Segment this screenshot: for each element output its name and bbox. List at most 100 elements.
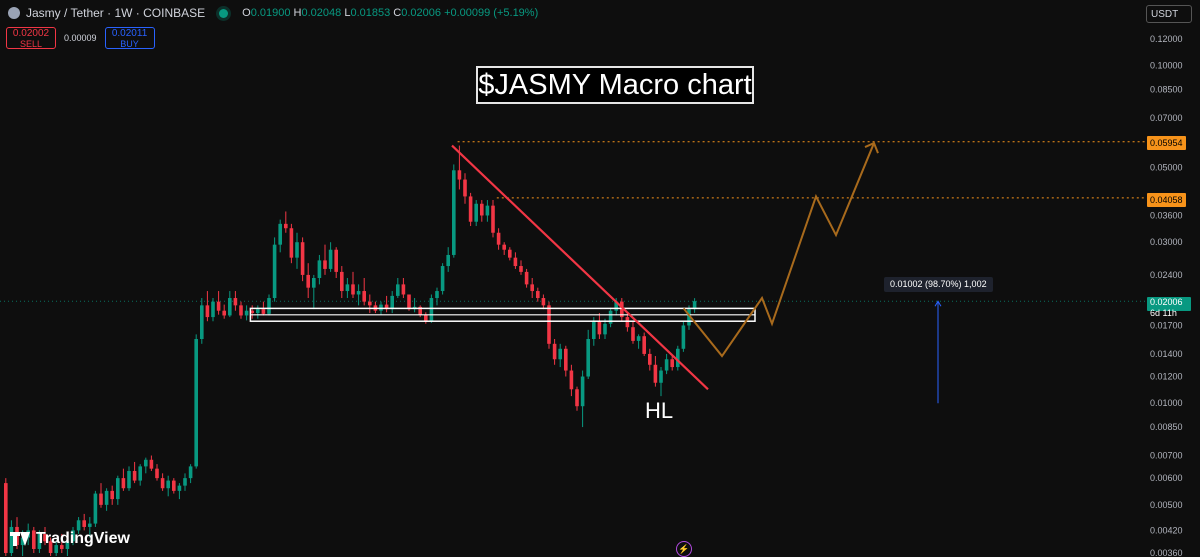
candle-body [608, 310, 613, 324]
sell-button[interactable]: 0.02002 SELL [6, 27, 56, 49]
candle-body [104, 490, 109, 505]
candle-body [401, 284, 406, 295]
candle-body [435, 291, 439, 299]
candle-body [597, 321, 602, 335]
candle-body [552, 343, 557, 360]
candle-body [687, 309, 691, 326]
jasmy-coin-icon [8, 7, 20, 19]
symbol-title[interactable]: Jasmy / Tether · 1W · COINBASE [26, 6, 206, 20]
candle-body [485, 205, 490, 216]
candle-body [244, 310, 249, 316]
candle-body [272, 244, 277, 299]
candle-body [384, 304, 389, 310]
candle-body [614, 301, 618, 311]
currency-value: USDT [1151, 9, 1179, 20]
y-tick-label: 0.12000 [1150, 34, 1183, 44]
y-tick-label: 0.00850 [1150, 422, 1183, 432]
candle-body [239, 305, 243, 316]
candle-body [222, 310, 226, 316]
candle-body [60, 545, 64, 549]
y-tick-label: 0.00700 [1150, 451, 1183, 461]
candle-body [692, 301, 697, 310]
change-value: +0.00099 (+5.19%) [444, 7, 539, 19]
candle-body [323, 260, 327, 269]
projection-arrowhead [864, 141, 879, 154]
candle-body [132, 470, 137, 481]
candle-body [183, 478, 187, 486]
candle-body [536, 291, 540, 299]
candle-body [65, 541, 70, 549]
current-price: 0.02006 [1150, 297, 1183, 307]
candle-body [558, 348, 562, 360]
y-tick-label: 0.10000 [1150, 61, 1183, 71]
y-tick-label: 0.01000 [1150, 398, 1183, 408]
tradingview-mark-icon [10, 532, 30, 546]
ohlc-values: O0.01900 H0.02048 L0.01853 C0.02006 +0.0… [242, 7, 539, 19]
y-tick-label: 0.07000 [1150, 113, 1183, 123]
candle-body [631, 327, 635, 341]
candle-body [127, 470, 131, 489]
candle-body [474, 203, 478, 222]
candle-body [496, 232, 501, 245]
candle-body [155, 468, 159, 479]
candle-body [160, 478, 165, 489]
candle-body [300, 242, 305, 275]
candle-body [289, 228, 294, 258]
higher-low-label: HL [645, 398, 674, 423]
candle-body [440, 266, 445, 292]
y-tick-label: 0.05000 [1150, 162, 1183, 172]
candle-body [211, 301, 215, 318]
bar-countdown: 6d 11h [1150, 308, 1177, 318]
chart-title-annotation: $JASMY Macro chart [476, 66, 754, 104]
candle-body [82, 520, 86, 527]
measure-tooltip: 0.01002 (98.70%) 1,002 [884, 277, 993, 292]
y-tick-label: 0.01700 [1150, 320, 1183, 330]
candle-body [603, 323, 607, 335]
target-price-label-mid: 0.04058 [1147, 193, 1186, 207]
candle-body [54, 545, 58, 553]
candle-body [233, 298, 238, 306]
candle-body [278, 223, 282, 245]
candle-body [625, 317, 630, 328]
buy-button[interactable]: 0.02011 BUY [104, 27, 155, 49]
logo-text: TradingView [36, 530, 130, 547]
candle-body [564, 348, 568, 371]
high-value: 0.02048 [301, 7, 342, 19]
candle-body [457, 170, 462, 180]
tradingview-logo[interactable]: TradingView [10, 530, 130, 548]
candle-body [121, 478, 126, 489]
candle-body [424, 314, 428, 322]
buy-price: 0.02011 [111, 28, 148, 39]
candle-body [261, 309, 266, 314]
open-value: 0.01900 [250, 7, 291, 19]
candle-body [480, 203, 484, 216]
candle-body [172, 480, 176, 491]
candle-body [541, 298, 546, 306]
y-tick-label: 0.00600 [1150, 473, 1183, 483]
currency-select[interactable]: USDT [1146, 5, 1192, 23]
candle-body [642, 336, 646, 354]
candle-body [99, 493, 103, 505]
close-value: 0.02006 [401, 7, 441, 19]
candle-body [188, 466, 193, 479]
candle-body [547, 305, 551, 344]
lightning-icon[interactable]: ⚡ [676, 541, 692, 557]
candle-body [328, 249, 333, 269]
candle-body [586, 339, 590, 377]
candle-body [390, 295, 394, 310]
candle-body [250, 310, 254, 314]
candle-body [340, 271, 344, 292]
measure-arrowhead [934, 300, 942, 307]
candle-body [48, 541, 53, 553]
low-value: 0.01853 [350, 7, 391, 19]
candle-body [502, 244, 506, 250]
y-tick-label: 0.00360 [1150, 548, 1183, 556]
candle-body [194, 339, 198, 467]
candle-body [530, 284, 534, 292]
candle-body [200, 305, 204, 340]
candle-body [256, 309, 260, 314]
candle-body [569, 370, 574, 390]
candle-body [659, 370, 663, 383]
target-price-label-high: 0.05954 [1147, 136, 1186, 150]
